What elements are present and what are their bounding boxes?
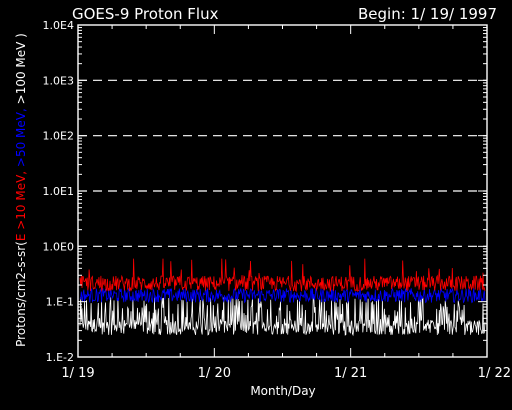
x-tick-label: 1/ 22 [478,366,511,381]
y-tick-label: 1.0E3 [43,74,74,87]
y-label-part-10mev: E >10 MeV, [14,171,28,241]
series-line [79,286,486,304]
x-tick-label: 1/ 21 [334,366,367,381]
y-axis-label: Protons/cm2-s-sr(E >10 MeV, >50 MeV, >10… [14,33,28,347]
y-tick-label: 1.0E4 [43,19,74,32]
series-layer [79,258,486,337]
series-line [79,296,486,337]
y-label-part-100mev: >100 MeV ) [14,33,28,108]
series-line [79,258,486,293]
y-tick-label: 1.0E0 [43,240,74,253]
y-tick-label: 1.0E1 [43,185,74,198]
tick-labels: 1.E-2 1.E-1 1.0E0 1.0E1 1.0E2 1.0E3 1.0E4 1/ 19… [43,19,511,381]
x-tick-label: 1/ 20 [198,366,231,381]
chart-title: GOES-9 Proton Flux [72,5,219,23]
y-tick-label: 1.E-2 [46,351,74,364]
y-label-part-50mev: >50 MeV, [14,108,28,171]
axes [77,24,488,358]
x-axis-label: Month/Day [250,384,315,398]
grid-lines [78,79,487,247]
y-tick-label: 1.E-1 [46,296,74,309]
y-tick-label: 1.0E2 [43,130,74,143]
begin-date-label: Begin: 1/ 19/ 1997 [358,5,497,23]
x-tick-label: 1/ 19 [61,366,94,381]
y-label-part-protons: Protons/cm2-s-sr( [14,241,28,347]
